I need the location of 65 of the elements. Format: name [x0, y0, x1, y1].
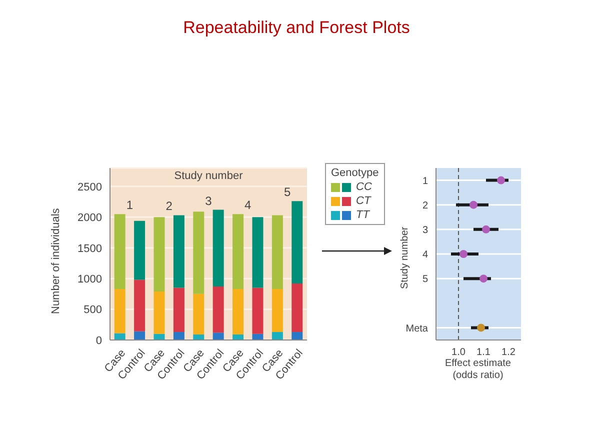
bar: [134, 280, 146, 332]
point: [482, 225, 490, 234]
annotation: 3: [204, 194, 213, 208]
point: [477, 324, 485, 332]
bar: [114, 333, 126, 340]
bar: [232, 289, 244, 334]
bar: [193, 212, 204, 294]
point: [480, 274, 488, 283]
legend-label: CT: [356, 195, 371, 207]
point: [460, 250, 468, 258]
legend-label: TT: [356, 209, 370, 221]
y-tick-label: 1: [422, 176, 428, 187]
bar: [154, 334, 165, 340]
bar: [292, 201, 303, 284]
bar: [114, 214, 126, 290]
y-tick-label: 5: [422, 274, 428, 286]
y-tick-label: Meta: [406, 323, 428, 334]
x-tick-label: 1.2: [502, 347, 516, 358]
y-tick-label: 1000: [78, 273, 102, 286]
bar: [272, 215, 283, 290]
bar: [272, 332, 283, 340]
annotation: 4: [244, 198, 252, 212]
bar: [193, 334, 204, 340]
bar: [292, 332, 303, 340]
y-tick-label: 2000: [78, 212, 102, 224]
bar: [173, 288, 184, 332]
y-axis-title: Study number: [400, 226, 411, 289]
bar: [272, 289, 283, 332]
y-axis-title: Number of individuals: [50, 208, 62, 314]
legend-title: Genotype: [331, 167, 379, 179]
y-tick-label: 2500: [78, 181, 102, 194]
y-tick-label: 0: [96, 334, 102, 347]
bar: [193, 294, 204, 334]
bar: [292, 283, 303, 332]
y-tick-label: 3: [422, 224, 428, 236]
annotation: 1: [125, 198, 134, 212]
bar: [252, 217, 264, 288]
annotation: Study number: [173, 170, 244, 182]
chart-title: Repeatability and Forest Plots: [182, 18, 411, 38]
y-tick-label: 4: [422, 250, 428, 261]
bar: [212, 210, 224, 287]
x-axis-title: Effect estimate (odds ratio): [444, 358, 512, 382]
bar: [134, 220, 146, 280]
x-tick-label: 1.1: [476, 347, 491, 358]
bar: [252, 288, 264, 334]
bar: [134, 331, 146, 340]
y-tick-label: 500: [84, 304, 102, 316]
bar: [252, 334, 264, 340]
annotation: 2: [164, 199, 174, 214]
bar: [232, 334, 244, 340]
bar: [154, 291, 165, 334]
bar: [173, 332, 184, 340]
bar: [114, 289, 126, 334]
y-tick-label: 2: [422, 200, 428, 212]
x-tick-label: 1.0: [452, 347, 466, 358]
legend-label: CC: [356, 181, 372, 193]
point: [497, 176, 505, 184]
y-tick-label: 1500: [78, 242, 102, 255]
bar: [173, 215, 184, 288]
bar: [154, 217, 165, 292]
bar: [232, 214, 244, 290]
bar: [212, 286, 224, 333]
annotation: 5: [282, 185, 292, 200]
bar: [212, 332, 224, 340]
point: [470, 200, 478, 209]
